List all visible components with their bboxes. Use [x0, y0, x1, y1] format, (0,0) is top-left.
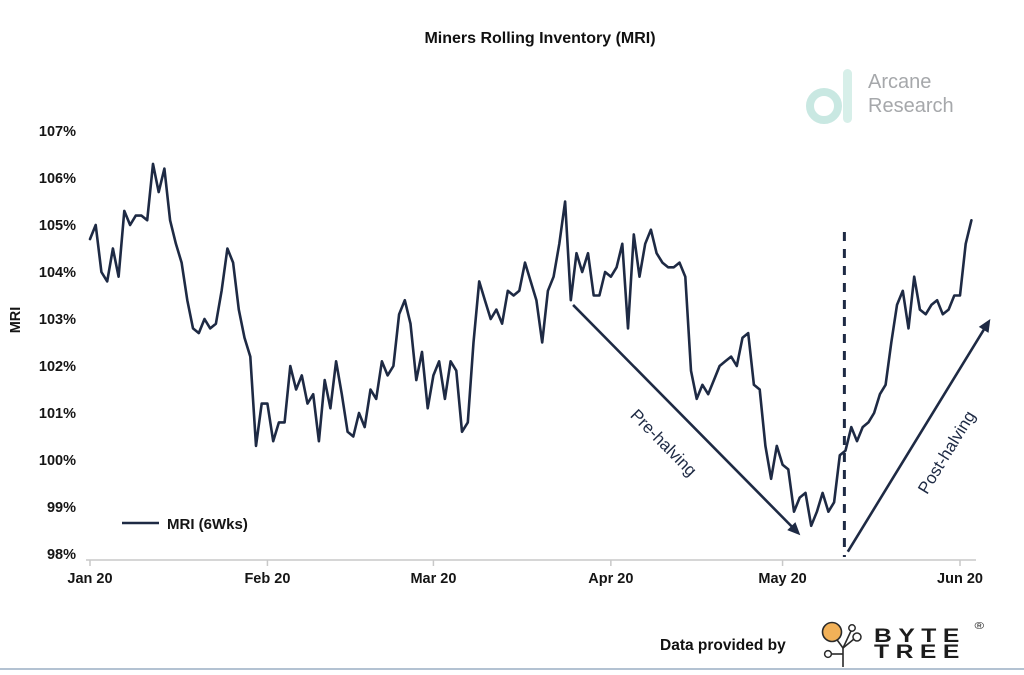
y-tick-label: 100% — [39, 453, 76, 469]
arcane-research-logo: Arcane Research — [802, 66, 954, 124]
arcane-a-icon — [806, 69, 852, 124]
chart-title: Miners Rolling Inventory (MRI) — [424, 30, 656, 47]
y-tick-label: 105% — [39, 218, 76, 234]
post-halving-label: Post-halving — [914, 407, 979, 497]
y-tick-label: 101% — [39, 406, 76, 422]
bytetree-wordmark: BYTE TREE ® — [874, 622, 984, 663]
y-tick-label: 102% — [39, 359, 76, 375]
x-tick-label: Apr 20 — [588, 571, 633, 587]
y-tick-label: 98% — [47, 547, 76, 563]
y-tick-label: 99% — [47, 500, 76, 516]
x-tick-label: Mar 20 — [410, 571, 456, 587]
x-tick-label: Jan 20 — [67, 571, 112, 587]
y-tick-label: 107% — [39, 124, 76, 140]
x-tick-label: Jun 20 — [937, 571, 983, 587]
arcane-logo-line1: Arcane — [868, 71, 932, 94]
data-provided-by-label: Data provided by — [660, 637, 786, 654]
pre-halving-label: Pre-halving — [627, 406, 701, 481]
bottom-divider — [0, 668, 1024, 670]
arcane-logo-line2: Research — [868, 95, 954, 117]
x-tick-label: Feb 20 — [244, 571, 290, 587]
post-halving-arrow — [846, 322, 989, 553]
arcane-logo-text: Arcane Research — [868, 71, 954, 118]
mri-line-chart: Jan 20 Feb 20 Mar 20 Apr 20 May 20 Jun 20 98% 9… — [39, 124, 991, 587]
bytetree-word-line1: BYTE — [874, 625, 966, 647]
pre-halving-arrowhead — [787, 522, 801, 536]
y-tick-label: 103% — [39, 312, 76, 328]
x-tick-label: May 20 — [758, 571, 806, 587]
y-tick-label: 106% — [39, 171, 76, 187]
registered-trademark-symbol: ® — [974, 620, 985, 632]
post-halving-arrowhead — [978, 319, 991, 333]
pre-halving-arrow — [572, 303, 798, 533]
bytetree-tree-icon — [821, 621, 862, 667]
mri-line-series — [88, 162, 973, 528]
bytetree-logo: BYTE TREE ® — [820, 620, 984, 670]
legend-label: MRI (6Wks) — [167, 516, 248, 533]
bytetree-word-line2: TREE — [874, 642, 966, 663]
y-tick-label: 104% — [39, 265, 76, 281]
